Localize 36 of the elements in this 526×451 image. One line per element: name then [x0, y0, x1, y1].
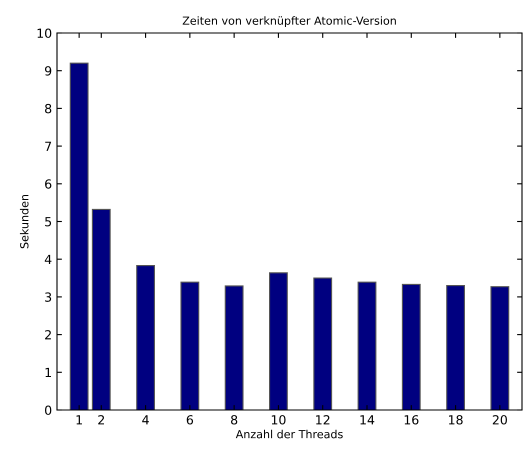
y-tick-label: 7: [45, 142, 52, 151]
bar: [136, 265, 155, 410]
chart-title: Zeiten von verknüpfter Atomic-Version: [182, 16, 396, 27]
x-tick-label: 8: [231, 415, 238, 425]
x-tick-label: 1: [76, 415, 82, 424]
x-tick-label: 10: [272, 415, 286, 425]
y-tick-label: 4: [44, 254, 52, 264]
x-tick-label: 6: [186, 415, 194, 425]
bar: [490, 286, 510, 410]
x-tick-label: 14: [360, 415, 374, 424]
y-tick-label: 3: [45, 292, 52, 302]
y-tick-label: 1: [46, 368, 51, 378]
x-tick-label: 18: [448, 415, 463, 425]
bar: [358, 282, 376, 410]
y-tick-label: 8: [45, 104, 52, 114]
x-tick-label: 12: [316, 415, 330, 424]
x-tick-label: 20: [492, 415, 507, 425]
bar: [180, 282, 200, 410]
y-tick-label: 2: [45, 330, 51, 340]
bar: [70, 62, 89, 410]
bar: [224, 285, 244, 410]
y-tick-label: 6: [45, 179, 52, 189]
y-tick-label: 10: [38, 28, 52, 38]
y-tick-label: 9: [44, 66, 52, 76]
bar: [269, 272, 288, 410]
x-tick-label: 4: [142, 415, 149, 424]
y-tick-label: 5: [45, 217, 52, 226]
x-tick-label: 16: [404, 415, 418, 425]
x-axis-title: Anzahl der Threads: [236, 430, 343, 438]
x-tick-label: 2: [98, 415, 104, 424]
bar: [402, 284, 421, 410]
bar: [446, 285, 465, 410]
bar: [92, 208, 111, 410]
y-axis-title: Sekunden: [20, 194, 29, 248]
bar: [313, 277, 332, 410]
y-tick-label: 0: [45, 405, 52, 415]
